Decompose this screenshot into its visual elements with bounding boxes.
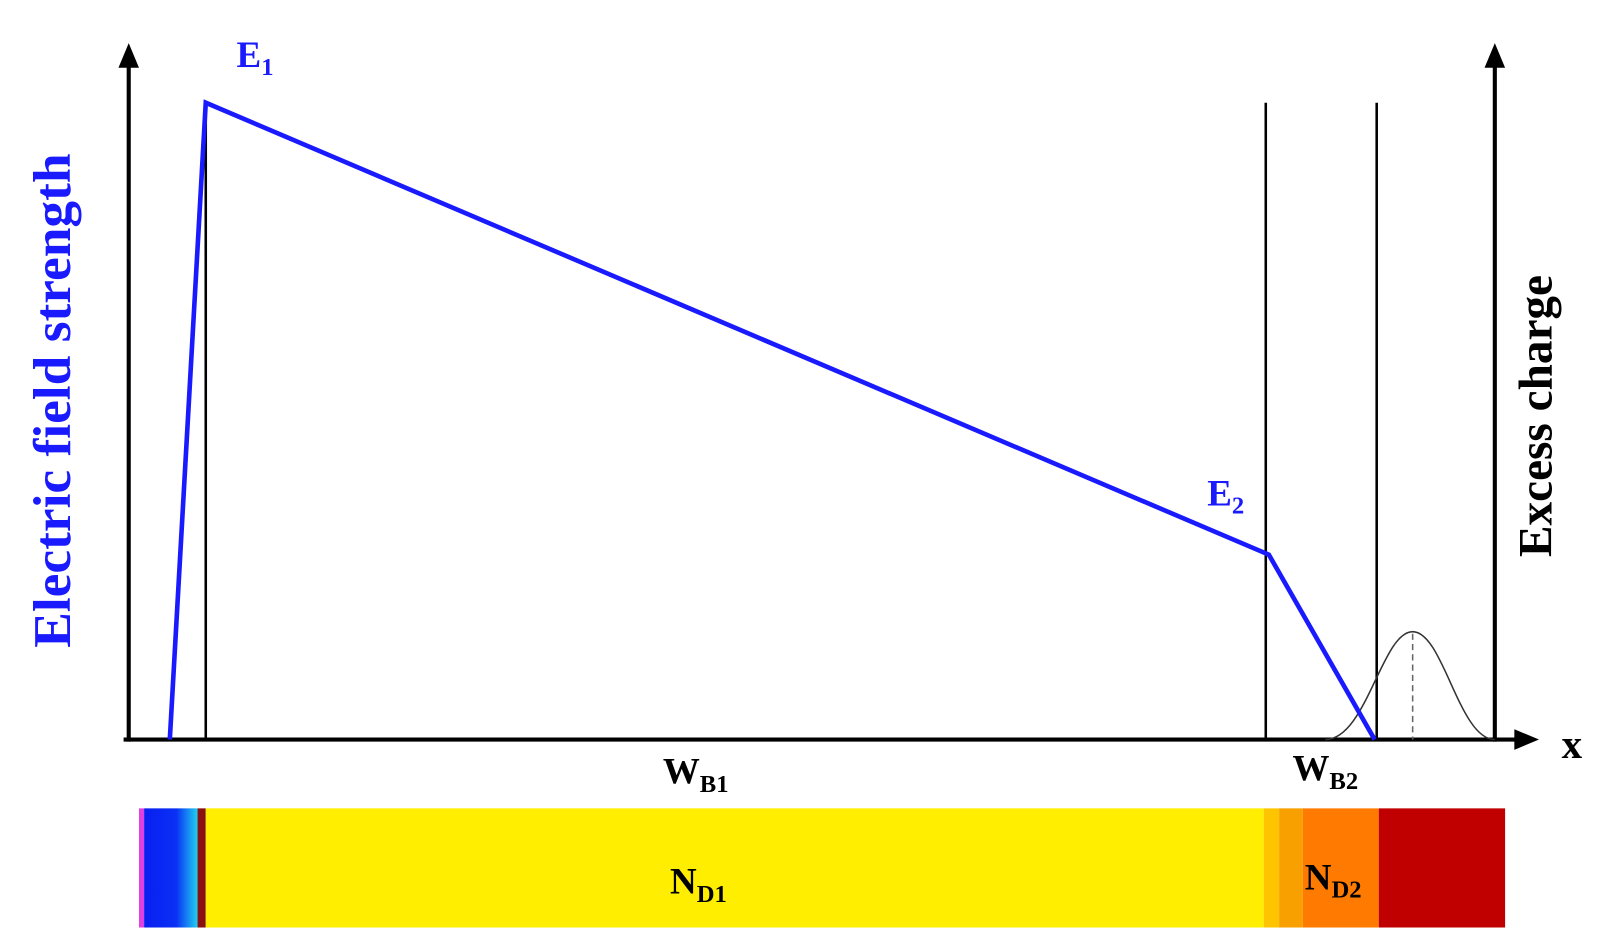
arrow-head: [118, 43, 139, 68]
bar-segment: [205, 808, 1264, 928]
wb2-label: WB2: [1292, 748, 1358, 795]
label-main: E: [1207, 472, 1232, 513]
bar-segment: [138, 808, 145, 928]
bar-segment: [197, 808, 206, 928]
e2-label: E2: [1207, 472, 1244, 519]
arrow-head: [1514, 729, 1539, 750]
axes: [123, 61, 1521, 742]
excess-charge-curve: [1325, 630, 1495, 741]
right-axis-label: Excess charge: [1510, 275, 1562, 557]
label-sub: D2: [1332, 877, 1362, 904]
label-main: N: [1305, 857, 1332, 898]
nd2-label: ND2: [1305, 857, 1362, 904]
label-main: E: [237, 34, 262, 75]
wb1-label: WB1: [663, 751, 729, 798]
label-main: W: [663, 751, 700, 792]
bar-segment: [1378, 808, 1506, 928]
e1-label: E1: [237, 34, 274, 81]
label-main: N: [670, 861, 697, 902]
boundaries: [204, 102, 1378, 740]
label-main: W: [1292, 748, 1329, 789]
left-axis-label: Electric field strength: [22, 153, 82, 647]
nd1-label: ND1: [670, 861, 727, 908]
bar-segment: [1279, 808, 1303, 928]
bar-segment: [1302, 808, 1379, 928]
label-sub: 2: [1232, 493, 1244, 520]
label-sub: 1: [261, 54, 273, 81]
field-profile: [167, 99, 1377, 741]
label-sub: B2: [1329, 768, 1358, 795]
x-axis-label: x: [1562, 721, 1583, 767]
label-sub: B1: [700, 771, 729, 798]
doping-bar: [138, 808, 1506, 928]
bar-segment: [1263, 808, 1280, 928]
label-sub: D1: [697, 881, 727, 908]
bar-segment: [144, 808, 198, 928]
arrow-head: [1484, 43, 1506, 68]
